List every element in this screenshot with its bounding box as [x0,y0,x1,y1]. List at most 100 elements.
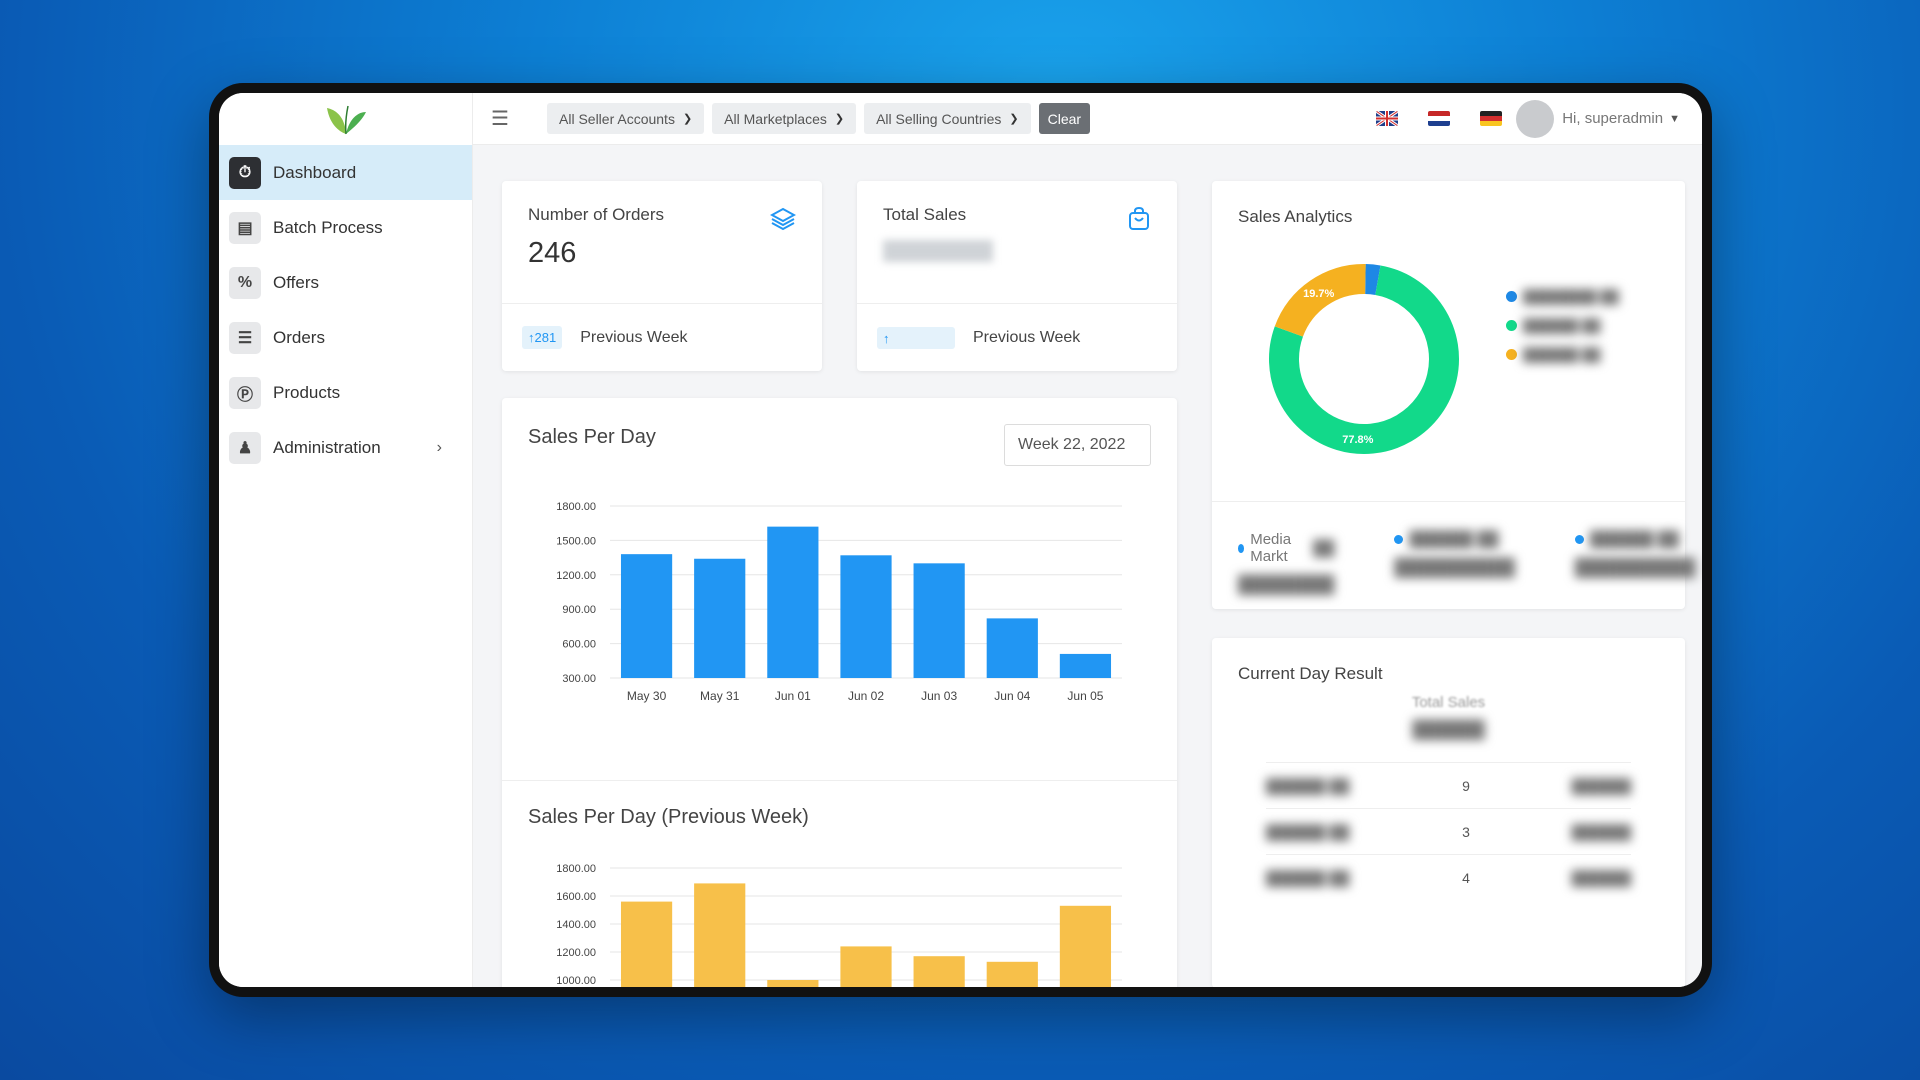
chevron-down-icon: ❯ [834,113,845,125]
uk-flag-icon[interactable] [1376,111,1398,126]
seller-accounts-select[interactable]: All Seller Accounts ❯ [547,103,705,134]
current-day-card: Current Day Result Total Sales ██████ ██… [1212,638,1685,987]
x-tick-label: Jun 01 [775,689,811,703]
sidebar-item-products[interactable]: Ⓟ Products [219,365,472,420]
selling-countries-select[interactable]: All Selling Countries ❯ [864,103,1031,134]
y-tick-label: 600.00 [562,639,596,651]
row-count: 4 [1462,869,1470,886]
orders-prev-value: 281 [534,330,557,345]
sidebar-item-administration[interactable]: ♟ Administration › [219,420,472,475]
week-picker[interactable]: Week 22, 2022 [1004,424,1151,466]
table-row: ██████ ██ 9 ██████ [1266,762,1631,808]
bar [1059,905,1112,987]
legend-item: ██████ ██ [1506,318,1619,333]
hamburger-menu-icon[interactable]: ☰ [491,108,509,130]
divider [1212,501,1685,502]
orders-value: 246 [528,237,577,269]
row-name-redacted: ██████ ██ [1266,823,1350,840]
summary-item: ██████ ██ ██████████ [1394,531,1515,577]
sidebar-item-dashboard[interactable]: ⏱ Dashboard [219,145,472,200]
divider [502,780,1177,781]
bar [986,961,1038,987]
donut-slice [1274,264,1366,338]
y-tick-label: 300.00 [562,673,596,685]
summary-item: Media Markt ██ ████████ [1238,531,1335,594]
bar [620,901,673,987]
sales-analytics-card: Sales Analytics 77.8% 19.7% ████████ ██ █… [1212,181,1695,609]
donut-slice [1364,264,1381,296]
sidebar-item-label: Dashboard [273,162,357,182]
orders-card-title: Number of Orders [528,205,665,224]
marketplaces-value: All Marketplaces [724,110,827,127]
user-greeting: Hi, superadmin [1562,110,1664,127]
percent-icon: % [229,266,261,299]
sales-prev-badge-redacted: ↑ [877,326,955,349]
de-flag-icon[interactable] [1480,111,1502,126]
analytics-summary: Media Markt ██ ████████ ██████ ██ ███████… [1238,531,1695,595]
logo[interactable] [219,93,472,145]
nl-flag-icon[interactable] [1428,111,1450,126]
sales-prev-label: Previous Week [973,328,1081,346]
summary-label: Media Markt [1250,531,1292,565]
marketplaces-select[interactable]: All Marketplaces ❯ [712,103,857,134]
topbar: ☰ All Seller Accounts ❯ All Marketplaces… [473,93,1702,145]
legend-item: ████████ ██ [1506,289,1619,304]
p-circle-icon: Ⓟ [229,376,261,409]
sidebar-item-label: Products [273,382,341,402]
sidebar: ⏱ Dashboard ▤ Batch Process% Offers ☰ Orders Ⓟ P… [219,93,473,987]
y-tick-label: 1400.00 [556,919,596,931]
y-tick-label: 1800.00 [556,863,596,875]
shopping-bag-icon [1129,207,1149,230]
avatar [1516,99,1555,138]
table-row: ██████ ██ 4 ██████ [1266,854,1631,900]
sidebar-item-label: Batch Process [273,217,383,237]
bar [840,946,892,987]
current-day-table: ██████ ██ 9 ██████ ██████ ██ 3 ██████ ██████ █… [1266,762,1631,900]
bar [913,563,965,678]
user-icon: ♟ [229,431,261,464]
current-day-total-label: Total Sales [1411,694,1486,711]
y-tick-label: 1500.00 [556,535,596,547]
sidebar-item-label: Administration [273,437,381,457]
orders-prev-label: Previous Week [580,328,688,346]
slice-label: 19.7% [1303,288,1334,300]
row-amount-redacted: ██████ [1571,777,1631,794]
x-tick-label: Jun 04 [994,689,1030,703]
caret-down-icon: ▼ [1669,112,1680,125]
language-flags [1376,111,1502,126]
row-count: 9 [1462,777,1470,794]
device-frame: ⏱ Dashboard ▤ Batch Process% Offers ☰ Orders Ⓟ P… [209,83,1712,997]
current-day-title: Current Day Result [1238,664,1383,683]
layers-icon [770,207,796,231]
user-menu[interactable]: Hi, superadmin ▼ [1516,99,1680,138]
sidebar-item-batch-process[interactable]: ▤ Batch Process [219,200,472,255]
x-tick-label: Jun 05 [1067,689,1103,703]
sidebar-item-offers[interactable]: % Offers [219,255,472,310]
sales-per-day-card: Sales Per Day Week 22, 2022 1800.00 1500.… [502,398,1177,987]
orders-prev-badge: ↑281 [522,326,563,349]
row-amount-redacted: ██████ [1571,823,1631,840]
chevron-right-icon: › [436,438,442,456]
x-tick-label: Jun 02 [848,689,884,703]
donut-legend: ████████ ██ ██████ ██ ██████ ██ [1506,289,1619,376]
chevron-down-icon: ❯ [1009,113,1019,125]
seller-accounts-value: All Seller Accounts [559,110,675,127]
x-tick-label: May 31 [700,689,740,703]
sales-per-day-chart: 1800.00 1500.00 1200.00 900.00 600.00 300.00 M… [556,501,1122,703]
current-day-total-value-redacted: ██████ [1412,720,1485,739]
sales-donut-chart: 77.8% 19.7% [1269,264,1459,454]
legend-item: ██████ ██ [1506,347,1619,362]
screen: ⏱ Dashboard ▤ Batch Process% Offers ☰ Orders Ⓟ P… [219,93,1702,987]
orders-footer: ↑281 Previous Week [502,303,822,371]
sales-per-day-title: Sales Per Day [528,426,656,448]
bar [986,618,1038,678]
row-count: 3 [1462,823,1470,840]
clear-button[interactable]: Clear [1038,103,1091,134]
y-tick-label: 1600.00 [556,891,596,903]
sidebar-item-label: Orders [273,327,325,347]
sidebar-item-orders[interactable]: ☰ Orders [219,310,472,365]
analytics-title: Sales Analytics [1238,207,1353,226]
donut-slice [1269,265,1459,454]
row-amount-redacted: ██████ [1571,869,1631,886]
y-tick-label: 900.00 [562,604,596,616]
